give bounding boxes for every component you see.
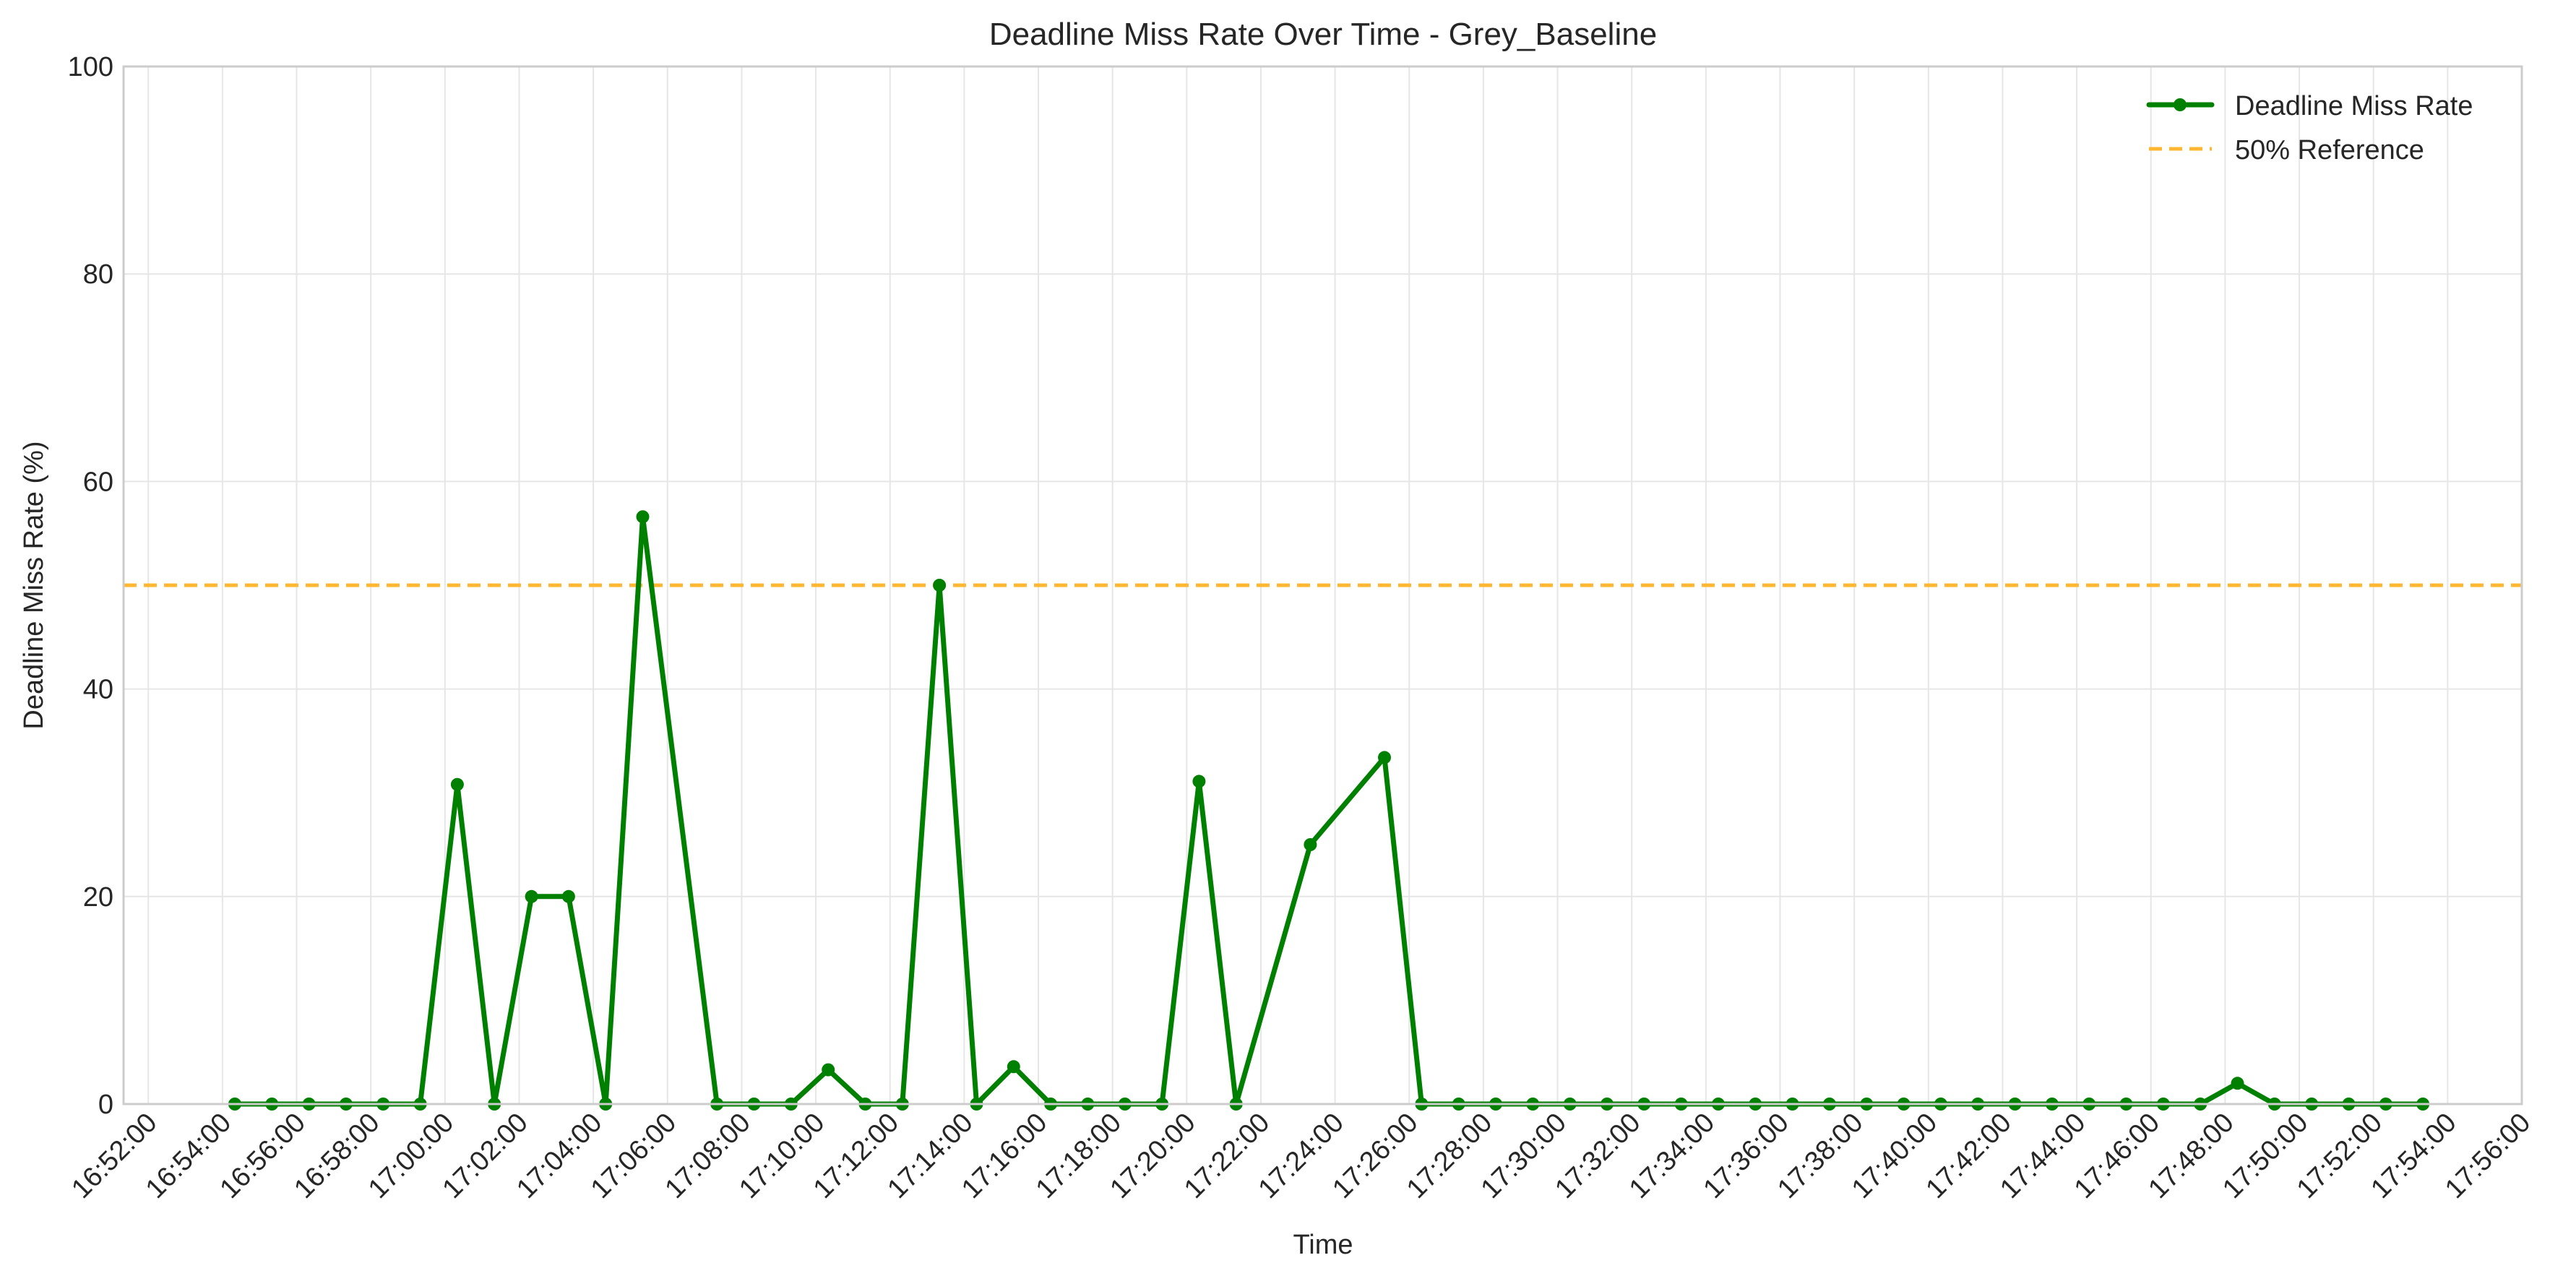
data-point xyxy=(525,889,538,903)
legend-label-reference: 50% Reference xyxy=(2235,135,2424,165)
y-tick-label: 100 xyxy=(68,52,113,82)
y-tick-label: 40 xyxy=(83,675,113,705)
series-line-deadline-miss-rate xyxy=(235,514,2424,1107)
data-point xyxy=(1304,838,1317,851)
series-group xyxy=(228,510,2430,1111)
data-point xyxy=(450,777,464,791)
y-tick-label: 20 xyxy=(83,882,113,913)
data-point xyxy=(1007,1060,1020,1074)
x-axis-label: Time xyxy=(1293,1230,1353,1260)
chart-title: Deadline Miss Rate Over Time - Grey_Base… xyxy=(989,17,1657,52)
legend-label-miss-rate: Deadline Miss Rate xyxy=(2235,91,2473,121)
data-point xyxy=(2231,1077,2244,1090)
data-point xyxy=(561,889,575,903)
y-tick-labels: 0 20 40 60 80 100 xyxy=(68,52,113,1120)
data-point xyxy=(1378,751,1391,764)
x-tick-labels: 16:52:0016:54:0016:56:0016:58:0017:00:00… xyxy=(66,1108,2536,1204)
y-tick-label: 0 xyxy=(98,1090,113,1120)
plot-frame xyxy=(122,65,2523,1105)
legend: Deadline Miss Rate 50% Reference xyxy=(2146,91,2473,165)
y-tick-label: 60 xyxy=(83,467,113,497)
y-axis-label: Deadline Miss Rate (%) xyxy=(19,441,49,729)
data-point xyxy=(822,1063,835,1077)
data-point xyxy=(933,579,947,592)
data-point xyxy=(636,510,650,524)
data-point xyxy=(1192,775,1206,788)
y-tick-label: 80 xyxy=(83,259,113,290)
legend-marker-miss-rate xyxy=(2174,98,2187,111)
